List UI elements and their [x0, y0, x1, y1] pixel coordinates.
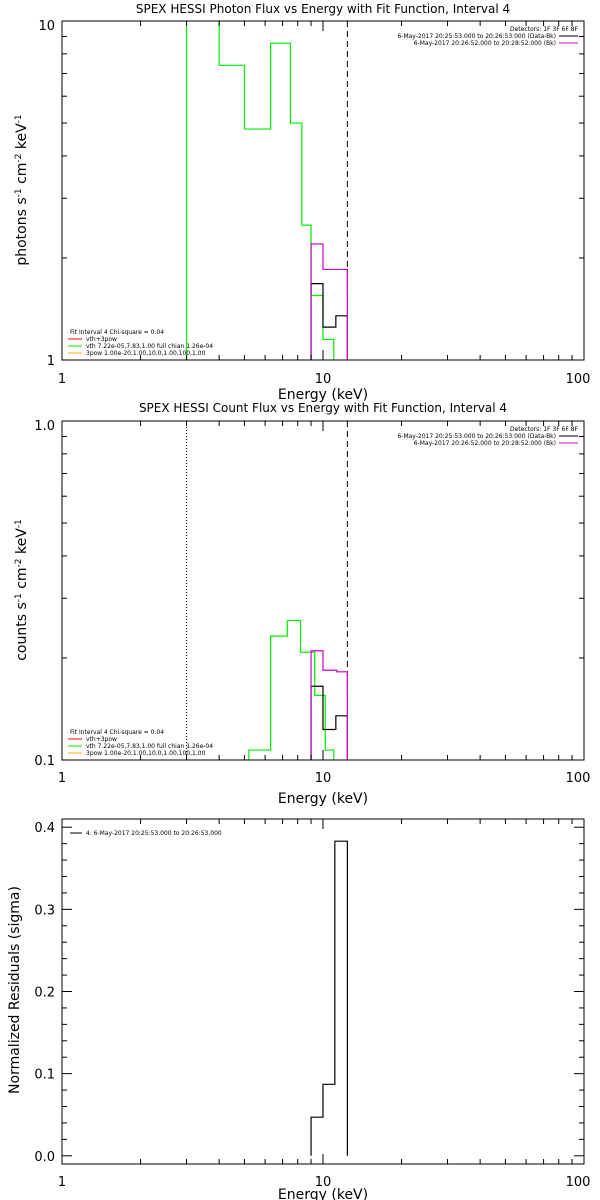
y-tick-label: 0.2 — [34, 986, 55, 1001]
x-tick-label: 10 — [315, 372, 332, 387]
axis-ticks — [61, 819, 584, 1164]
y-tick-label: 1.0 — [34, 419, 55, 434]
legend-fit: Fit Interval 4 Chi-square = 0.04 vth+3po… — [68, 329, 213, 357]
series-green — [248, 619, 335, 760]
axis-ticks — [61, 20, 584, 361]
data-series — [185, 21, 348, 360]
legend-detectors: Detectors: 1F 3F 6F 8F 6-May-2017 20:25:… — [397, 26, 578, 47]
y-tick-label: 0.4 — [34, 821, 55, 836]
y-tick-label: 0.1 — [34, 754, 55, 769]
x-tick-label: 100 — [566, 1175, 591, 1190]
y-tick-labels: 0.0 0.1 0.2 0.3 0.4 — [34, 821, 55, 1165]
legend-detectors: Detectors: 1F 3F 6F 8F 6-May-2017 20:25:… — [397, 426, 578, 447]
data-series — [248, 619, 348, 760]
legend-fit: Fit Interval 4 Chi-square = 0.04 vth+3po… — [68, 729, 213, 757]
y-tick-label: 0.3 — [34, 903, 55, 918]
legend-entry: vth+3pow — [86, 736, 117, 743]
series-magenta — [310, 650, 348, 760]
y-tick-label: 10 — [38, 19, 55, 34]
series-black — [310, 840, 348, 1156]
x-axis-label: Energy (keV) — [278, 791, 368, 807]
panel-photon-flux: SPEX HESSI Photon Flux vs Energy with Fi… — [14, 2, 591, 403]
legend-entry: 4. 6-May-2017 20:25:53.000 to 20:26:53.0… — [86, 830, 222, 837]
series-black — [310, 283, 348, 360]
data-series — [310, 840, 348, 1156]
x-tick-label: 1 — [58, 771, 66, 786]
x-tick-label: 100 — [566, 771, 591, 786]
x-tick-label: 1 — [58, 372, 66, 387]
y-tick-label: 0.1 — [34, 1068, 55, 1083]
legend-entry: 6-May-2017 20:26:52.000 to 20:28:52.000 … — [414, 40, 556, 47]
x-tick-label: 10 — [315, 771, 332, 786]
y-tick-label: 0.0 — [34, 1150, 55, 1165]
chart-title: SPEX HESSI Count Flux vs Energy with Fit… — [139, 401, 507, 415]
y-axis-label: Normalized Residuals (sigma) — [7, 886, 23, 1094]
legend-entry: 6-May-2017 20:26:52.000 to 20:28:52.000 … — [414, 440, 556, 447]
chart-title: SPEX HESSI Photon Flux vs Energy with Fi… — [136, 2, 510, 16]
legend-entry: 3pow 1.00e-20,1.00,10.0,1.00,100,1.00 — [86, 750, 206, 757]
legend-entry: 6-May-2017 20:25:53.000 to 20:26:53.000 … — [397, 33, 556, 40]
x-tick-label: 10 — [315, 1175, 332, 1190]
x-tick-label: 100 — [566, 372, 591, 387]
x-axis-label: Energy (keV) — [278, 387, 368, 403]
axis-ticks — [61, 420, 584, 761]
panel-residuals: 1 10 100 0.0 0.1 0.2 0.3 0.4 Energy (keV) No… — [7, 818, 591, 1200]
series-magenta — [310, 243, 348, 360]
x-tick-label: 1 — [58, 1175, 66, 1190]
legend-entry: vth 7.22e-05,7.83,1.00 full chian 1.26e-… — [86, 343, 213, 350]
y-axis-label: photons s-1 cm-2 keV-1 — [14, 114, 30, 265]
legend-entry: 6-May-2017 20:25:53.000 to 20:26:53.000 … — [397, 433, 556, 440]
legend-residuals: 4. 6-May-2017 20:25:53.000 to 20:26:53.0… — [70, 830, 222, 837]
y-axis-label: counts s-1 cm-2 keV-1 — [14, 519, 30, 661]
legend-entry: 3pow 1.00e-20,1.00,10.0,1.00,100,1.00 — [86, 350, 206, 357]
y-tick-label: 1 — [47, 354, 55, 369]
legend-fit-header: Fit Interval 4 Chi-square = 0.04 — [70, 329, 164, 336]
legend-header: Detectors: 1F 3F 6F 8F — [510, 26, 579, 33]
legend-entry: vth 7.22e-05,7.83,1.00 full chian 1.26e-… — [86, 743, 213, 750]
legend-header: Detectors: 1F 3F 6F 8F — [510, 426, 579, 433]
legend-entry: vth+3pow — [86, 336, 117, 343]
x-axis-label: Energy (keV) — [278, 1187, 368, 1200]
panel-count-flux: SPEX HESSI Count Flux vs Energy with Fit… — [14, 401, 591, 807]
legend-fit-header: Fit Interval 4 Chi-square = 0.04 — [70, 729, 164, 736]
series-black — [310, 685, 348, 760]
